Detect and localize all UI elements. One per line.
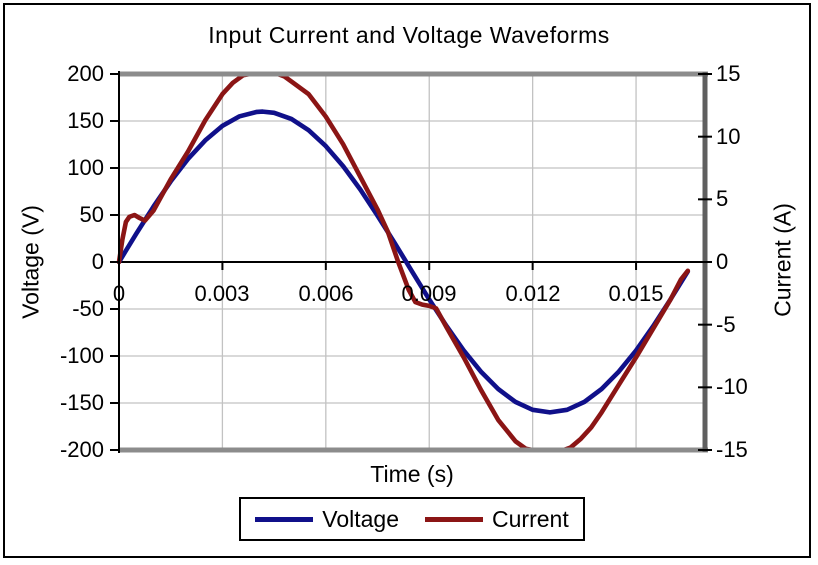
right-axis-title: Current (A) (769, 203, 796, 317)
left-axis-tick-label: 100 (67, 155, 104, 180)
current-legend-label: Current (492, 505, 569, 532)
right-axis-tick-label: -5 (716, 312, 736, 337)
x-axis-tick-label: 0.006 (298, 281, 354, 306)
left-axis-title: Voltage (V) (17, 205, 44, 319)
left-axis-tick-label: -150 (59, 390, 104, 415)
chart-title: Input Current and Voltage Waveforms (208, 22, 610, 48)
left-axis-tick-label: -200 (59, 437, 104, 462)
right-axis-tick-label: 10 (716, 124, 741, 149)
current-legend-swatch (425, 516, 484, 522)
series-line-voltage (116, 109, 691, 415)
x-axis-tick-label: 0.003 (194, 281, 250, 306)
left-axis-tick-label: 0 (91, 249, 104, 274)
left-axis-tick-label: -100 (59, 343, 104, 368)
x-axis-tick-label: 0 (112, 281, 126, 306)
series-line-current (116, 71, 691, 453)
x-axis-tick-label: 0.015 (608, 281, 664, 306)
left-axis-tick-label: -50 (72, 296, 104, 321)
left-axis-tick-label: 50 (79, 202, 104, 227)
right-axis-tick-label: -15 (716, 437, 748, 462)
x-axis-title: Time (s) (370, 461, 454, 487)
right-axis-tick-label: 15 (716, 61, 741, 86)
voltage-legend-swatch (255, 516, 314, 522)
right-axis-tick-label: 0 (716, 249, 729, 274)
x-axis-tick-label: 0.012 (505, 281, 561, 306)
right-axis-tick-label: 5 (716, 186, 729, 211)
left-axis-tick-label: 200 (67, 61, 104, 86)
x-axis-tick-label: 0.009 (401, 281, 457, 306)
legend: Voltage Current (239, 497, 585, 541)
voltage-legend-label: Voltage (322, 505, 400, 532)
right-axis-tick-label: -10 (716, 374, 748, 399)
left-axis-tick-label: 150 (67, 108, 104, 133)
